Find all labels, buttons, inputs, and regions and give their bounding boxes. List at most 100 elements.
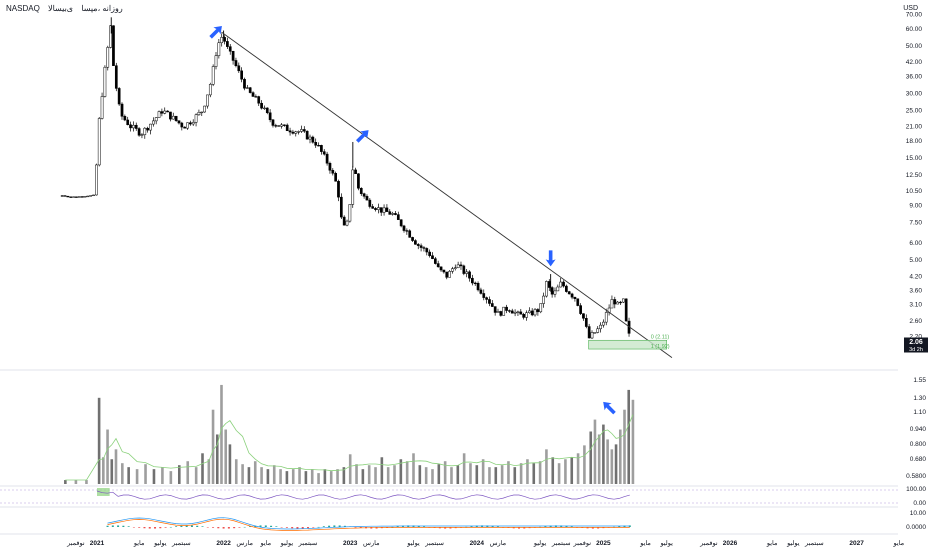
time-tick-label: يوليو	[280, 539, 294, 547]
candle-body	[214, 55, 218, 67]
candle-body	[129, 124, 132, 129]
macd-histogram-bar	[285, 527, 288, 528]
candle-body	[342, 216, 346, 226]
macd-tick-label: 10.00	[910, 510, 927, 517]
candle-body	[97, 118, 101, 166]
volume-bar	[110, 459, 114, 484]
candle-body	[582, 313, 585, 319]
candle-body	[465, 271, 469, 274]
macd-histogram-bar	[423, 526, 426, 527]
time-tick-label: يوليو	[533, 539, 547, 547]
volume-bar	[469, 463, 472, 484]
volume-bar	[220, 384, 223, 484]
candle-body	[143, 127, 147, 135]
time-tick-label: مارس	[236, 539, 253, 547]
candle-body	[203, 105, 206, 113]
rsi-overbought-fill	[97, 488, 110, 496]
candle-body	[602, 321, 605, 326]
volume-bar	[618, 429, 622, 484]
candle-body	[345, 220, 349, 226]
candle-body	[123, 116, 127, 121]
volume-bar	[253, 461, 257, 484]
candle-body	[508, 310, 511, 312]
candle-body	[351, 169, 355, 205]
candle-body	[357, 173, 360, 189]
time-tick-label: سبتمبر	[804, 540, 824, 547]
volume-bar	[526, 459, 529, 484]
candle-body	[451, 268, 454, 272]
volume-bar	[494, 467, 498, 484]
countdown-label: 3d 2h	[909, 347, 923, 353]
macd-histogram-bar	[417, 525, 420, 527]
candle-body	[579, 305, 582, 314]
volume-bar	[380, 457, 384, 484]
candle-body	[431, 255, 434, 259]
candle-body	[157, 111, 161, 118]
candle-body	[536, 309, 540, 313]
macd-histogram-bar	[322, 526, 325, 527]
time-axis: نوفمبر 2021 مايو يوليو سبتمبر 2022 مارس مايو يول…	[66, 539, 905, 547]
candle-body	[513, 311, 517, 314]
candle-body	[479, 289, 483, 294]
volume-bar	[367, 465, 371, 484]
time-tick-label: مارس	[363, 539, 380, 547]
candle-body	[565, 285, 568, 292]
volume-bar	[488, 467, 491, 484]
candle-body	[334, 172, 337, 182]
exchange-label: NASDAQ	[6, 4, 40, 13]
candle-body	[439, 266, 443, 271]
macd-histogram-bar	[212, 527, 215, 528]
volume-bar	[304, 471, 308, 484]
candle-body	[619, 301, 622, 304]
macd-histogram-bar	[343, 525, 346, 527]
candle-body	[382, 207, 386, 213]
candle-body	[411, 237, 414, 241]
candle-body	[206, 94, 209, 107]
macd-histogram-bar	[175, 526, 178, 527]
arrow-icon	[209, 26, 222, 39]
time-tick-label: مايو	[892, 539, 904, 547]
volume-bar	[627, 389, 631, 484]
candle-body	[425, 248, 429, 253]
candle-body	[240, 70, 243, 80]
candle-body	[371, 206, 375, 209]
volume-bar	[583, 445, 586, 484]
candle-body	[305, 130, 309, 140]
candle-body	[226, 41, 229, 47]
macd-line	[107, 517, 630, 530]
macd-histogram-bar	[275, 526, 278, 527]
macd-histogram-bar	[227, 527, 230, 529]
macd-histogram-bar	[154, 527, 157, 529]
time-tick-label: 2023	[343, 540, 358, 547]
candle-body	[86, 195, 90, 198]
candle-body	[228, 46, 232, 52]
candle-body	[100, 96, 104, 119]
candle-body	[283, 124, 286, 126]
candle-body	[510, 310, 514, 314]
volume-bar	[589, 431, 593, 484]
candle-body	[339, 196, 343, 218]
macd-histogram-bar	[491, 525, 494, 527]
volume-bar	[291, 469, 295, 484]
volume-ma	[65, 414, 634, 481]
candle-body	[576, 298, 580, 306]
candle-body	[257, 96, 261, 104]
candle-body	[277, 125, 281, 127]
candle-body	[311, 136, 315, 143]
volume-bar	[298, 467, 301, 484]
volume-bar	[152, 469, 156, 484]
candle-body	[368, 199, 372, 207]
arrow-icon	[603, 401, 616, 415]
time-tick-label: 2021	[90, 540, 105, 547]
macd-histogram-bar	[307, 527, 309, 529]
candle-body	[237, 65, 241, 72]
time-tick-label: مايو	[259, 539, 271, 547]
candle-body	[103, 66, 107, 97]
candle-body	[151, 120, 155, 125]
macd-histogram-bar	[328, 525, 331, 527]
volume-bar	[85, 480, 88, 484]
candle-body	[445, 271, 449, 278]
candle-body	[132, 124, 135, 129]
time-tick-label: 2027	[849, 540, 864, 547]
